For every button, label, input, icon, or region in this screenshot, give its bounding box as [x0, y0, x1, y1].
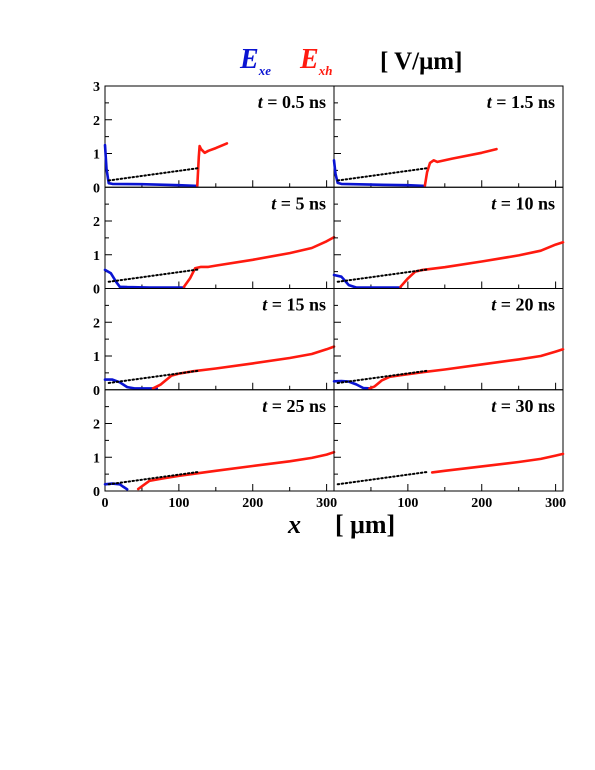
- series-line-panel4-3: [336, 268, 428, 283]
- y-tick-label: 0: [93, 283, 100, 298]
- y-tick-label: 2: [93, 316, 100, 331]
- series-line-panel6-1: [332, 379, 373, 390]
- series-line-panel3-2: [182, 235, 336, 289]
- y-tick-label: 1: [93, 350, 100, 365]
- series-line-panel5-3: [107, 369, 199, 384]
- x-tick-label: 200: [242, 496, 263, 511]
- panel-time-label: t = 1.5 ns: [487, 92, 555, 112]
- series-line-panel4-2: [399, 241, 565, 289]
- x-tick-label: 300: [316, 496, 337, 511]
- y-tick-label: 2: [93, 215, 100, 230]
- panel-time-label: t = 25 ns: [262, 396, 326, 416]
- legend: Exe Exh [ V/μm]: [0, 44, 595, 84]
- panel-time-label: t = 15 ns: [262, 295, 326, 315]
- y-tick-label: 3: [93, 80, 100, 95]
- x-axis-label: x: [288, 510, 301, 540]
- series-line-panel3-1: [103, 268, 186, 289]
- series-line-panel2-3: [336, 167, 428, 182]
- series-line-panel3-3: [107, 268, 199, 283]
- series-line-panel1-1: [103, 143, 199, 188]
- series-line-panel7-3: [107, 471, 199, 486]
- series-line-panel8-1: [430, 452, 565, 474]
- series-line-panel8-2: [336, 471, 428, 486]
- x-axis-symbol: x: [288, 510, 301, 539]
- x-tick-label: 200: [471, 496, 492, 511]
- series-line-panel7-2: [136, 450, 336, 491]
- series-line-panel2-1: [332, 159, 427, 188]
- series-line-panel5-1: [103, 378, 158, 390]
- series-line-panel2-2: [423, 147, 498, 187]
- series-line-panel6-2: [368, 348, 565, 390]
- y-tick-label: 1: [93, 148, 100, 163]
- panel-time-label: t = 0.5 ns: [258, 92, 326, 112]
- series-line-panel4-1: [332, 273, 402, 289]
- y-tick-label: 0: [93, 485, 100, 500]
- x-tick-label: 100: [168, 496, 189, 511]
- series-line-panel5-2: [151, 345, 336, 390]
- x-axis-unit: [ μm]: [335, 510, 396, 539]
- series-line-panel6-3: [336, 369, 428, 384]
- series-line-panel1-3: [107, 167, 199, 182]
- legend-unit: [ V/μm]: [380, 48, 463, 75]
- legend-electron-field: Exe: [240, 44, 271, 78]
- y-tick-label: 2: [93, 114, 100, 129]
- y-tick-label: 2: [93, 418, 100, 433]
- y-tick-label: 0: [93, 384, 100, 399]
- panel-time-label: t = 5 ns: [271, 193, 326, 213]
- y-tick-label: 1: [93, 249, 100, 264]
- x-tick-label: 100: [397, 496, 418, 511]
- panel-time-label: t = 30 ns: [491, 396, 555, 416]
- x-tick-label: 0: [102, 496, 109, 511]
- y-tick-label: 0: [93, 181, 100, 196]
- legend-hole-field: Exh: [300, 44, 333, 78]
- series-line-panel1-2: [196, 142, 229, 187]
- y-tick-label: 1: [93, 451, 100, 466]
- x-tick-label: 300: [545, 496, 566, 511]
- panel-time-label: t = 20 ns: [491, 295, 555, 315]
- panel-time-label: t = 10 ns: [491, 193, 555, 213]
